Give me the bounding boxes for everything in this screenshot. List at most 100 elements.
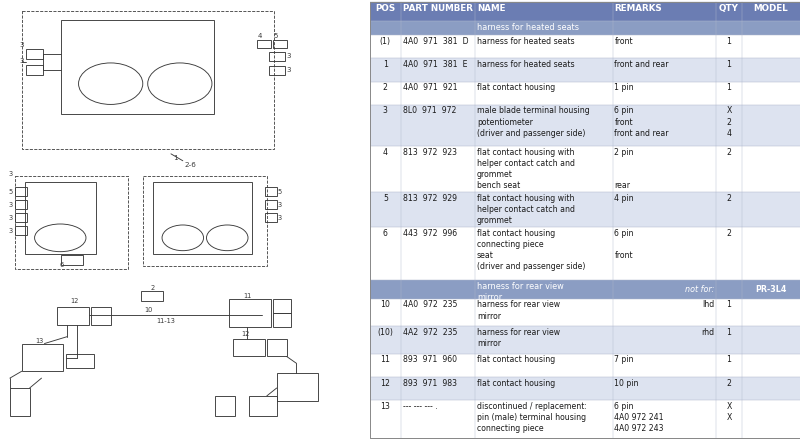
Bar <box>370 227 800 273</box>
Text: harness for heated seats: harness for heated seats <box>477 23 578 32</box>
Bar <box>15 213 26 222</box>
Text: 4A0  971  921: 4A0 971 921 <box>402 83 458 92</box>
Text: (1): (1) <box>380 37 391 46</box>
Text: 1: 1 <box>726 37 731 46</box>
Text: 1: 1 <box>726 60 731 69</box>
Text: harness for rear view
mirror: harness for rear view mirror <box>477 328 560 348</box>
Bar <box>370 354 800 377</box>
Text: PART NUMBER: PART NUMBER <box>402 4 473 13</box>
Text: 11-13: 11-13 <box>157 318 175 324</box>
Text: 2: 2 <box>383 83 388 92</box>
Text: 13: 13 <box>35 337 44 344</box>
Text: 4: 4 <box>258 33 262 39</box>
Bar <box>273 299 290 313</box>
Bar <box>370 35 800 59</box>
Text: male blade terminal housing
potentiometer
(driver and passenger side): male blade terminal housing potentiomete… <box>477 106 590 138</box>
Text: front: front <box>614 37 633 46</box>
Text: flat contact housing: flat contact housing <box>477 379 555 388</box>
Text: flat contact housing with
helper contact catch and
grommet: flat contact housing with helper contact… <box>477 194 574 225</box>
Bar <box>370 280 800 299</box>
Bar <box>370 59 800 81</box>
Bar <box>370 21 800 35</box>
Text: 3: 3 <box>9 202 13 208</box>
Text: 3: 3 <box>278 202 282 208</box>
Bar <box>25 182 96 253</box>
Text: 13: 13 <box>380 402 390 411</box>
Text: 1: 1 <box>726 300 731 309</box>
Text: 5: 5 <box>274 33 278 39</box>
Bar <box>66 354 94 368</box>
Text: 3: 3 <box>286 53 290 59</box>
Text: harness for rear view
mirror: harness for rear view mirror <box>477 300 560 320</box>
Text: 1: 1 <box>726 83 731 92</box>
Text: 11: 11 <box>380 355 390 364</box>
Text: lhd: lhd <box>702 300 714 309</box>
Bar <box>15 176 129 270</box>
Text: 4A0  971  381  D: 4A0 971 381 D <box>402 37 468 46</box>
Text: flat contact housing: flat contact housing <box>477 83 555 92</box>
Bar <box>215 396 235 416</box>
Text: 813  972  929: 813 972 929 <box>402 194 457 202</box>
Text: 4A0  971  381  E: 4A0 971 381 E <box>402 60 467 69</box>
Text: front and rear: front and rear <box>614 60 669 69</box>
Text: 6 pin

front: 6 pin front <box>614 228 634 260</box>
Text: 5: 5 <box>9 190 13 195</box>
Text: 1: 1 <box>726 328 731 337</box>
Text: PR-3L4: PR-3L4 <box>755 285 786 294</box>
Text: QTY: QTY <box>719 4 739 13</box>
Bar <box>370 377 800 400</box>
Bar <box>91 307 110 325</box>
Text: 1: 1 <box>383 60 388 69</box>
Bar <box>26 49 43 59</box>
Text: (10): (10) <box>378 328 394 337</box>
Text: 12: 12 <box>380 379 390 388</box>
Text: REMARKS: REMARKS <box>614 4 662 13</box>
Bar <box>277 373 318 401</box>
Text: 813  972  923: 813 972 923 <box>402 148 457 157</box>
Text: 1: 1 <box>174 155 178 161</box>
Text: 443  972  996: 443 972 996 <box>402 228 457 237</box>
Text: 2: 2 <box>726 379 731 388</box>
Text: flat contact housing
connecting piece
seat
(driver and passenger side): flat contact housing connecting piece se… <box>477 228 585 271</box>
Text: discontinued / replacement:
pin (male) terminal housing
connecting piece: discontinued / replacement: pin (male) t… <box>477 402 586 433</box>
Bar <box>143 176 266 266</box>
Text: 10: 10 <box>144 307 153 313</box>
Bar <box>273 40 286 48</box>
Bar <box>22 11 274 149</box>
Text: 12: 12 <box>241 331 250 337</box>
Text: NAME: NAME <box>477 4 506 13</box>
Text: not for:: not for: <box>685 285 714 294</box>
Text: 4 pin: 4 pin <box>614 194 634 202</box>
Text: 2: 2 <box>726 148 731 157</box>
Bar <box>62 255 83 265</box>
Text: 2: 2 <box>150 285 154 291</box>
Text: --- --- --- .: --- --- --- . <box>402 402 438 411</box>
Bar <box>269 66 285 75</box>
Bar <box>26 65 43 75</box>
Bar <box>370 105 800 146</box>
Text: 3: 3 <box>19 58 24 64</box>
Text: X
X: X X <box>726 402 732 422</box>
Bar <box>142 291 163 301</box>
Text: 4: 4 <box>383 148 388 157</box>
Bar <box>230 299 270 327</box>
Text: 4A2  972  235: 4A2 972 235 <box>402 328 457 337</box>
Text: 3: 3 <box>9 171 13 177</box>
Text: 893  971  983: 893 971 983 <box>402 379 457 388</box>
Bar <box>22 344 63 371</box>
Bar <box>15 226 26 235</box>
Text: 6: 6 <box>59 261 63 267</box>
Bar <box>370 326 800 354</box>
Text: harness for heated seats: harness for heated seats <box>477 37 574 46</box>
Bar <box>58 307 89 325</box>
Text: 8L0  971  972: 8L0 971 972 <box>402 106 456 115</box>
Text: 893  971  960: 893 971 960 <box>402 355 457 364</box>
Text: harness for rear view
mirror: harness for rear view mirror <box>477 282 563 302</box>
Text: rhd: rhd <box>702 328 714 337</box>
Bar <box>370 81 800 105</box>
Bar <box>370 146 800 192</box>
Bar <box>265 200 277 209</box>
Text: 2: 2 <box>726 228 731 237</box>
Bar <box>257 40 270 48</box>
Text: flat contact housing: flat contact housing <box>477 355 555 364</box>
